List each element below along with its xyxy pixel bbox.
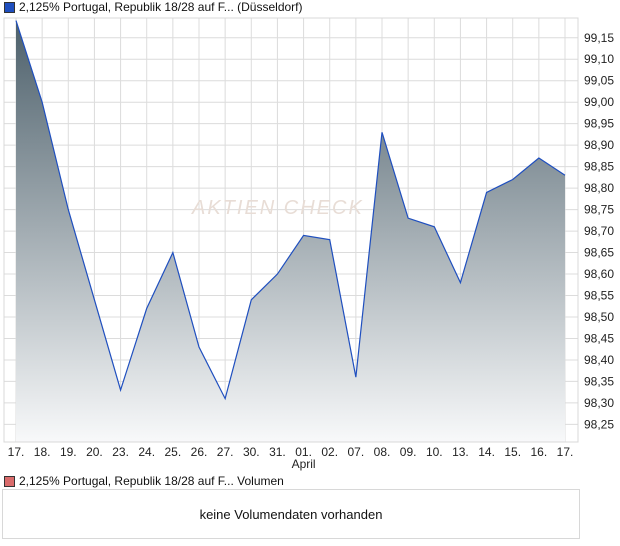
price-legend: 2,125% Portugal, Republik 18/28 auf F...… bbox=[4, 0, 303, 14]
y-tick-label: 98,95 bbox=[584, 117, 614, 131]
y-tick-label: 98,40 bbox=[584, 353, 614, 367]
x-tick-label: 15. bbox=[504, 445, 521, 459]
y-tick-label: 99,15 bbox=[584, 31, 614, 45]
price-legend-swatch bbox=[4, 1, 15, 13]
volume-empty-message: keine Volumendaten vorhanden bbox=[199, 506, 383, 522]
y-tick-label: 98,90 bbox=[584, 138, 614, 152]
price-chart: AKTIEN CHECK 99,15 99,10 99,05 99,00 98,95 98… bbox=[3, 17, 614, 471]
price-area bbox=[16, 20, 565, 442]
y-tick-label: 98,70 bbox=[584, 224, 614, 238]
y-tick-label: 98,65 bbox=[584, 246, 614, 260]
x-tick-label: 01. bbox=[295, 445, 312, 459]
y-tick-label: 99,00 bbox=[584, 95, 614, 109]
x-tick-label: 19. bbox=[60, 445, 77, 459]
price-line bbox=[15, 20, 566, 401]
y-tick-label: 98,75 bbox=[584, 203, 614, 217]
x-tick-label: 09. bbox=[400, 445, 417, 459]
plot-frame bbox=[3, 17, 579, 443]
y-tick-label: 98,50 bbox=[584, 310, 614, 324]
x-tick-label: 31. bbox=[269, 445, 286, 459]
y-tick-label: 98,60 bbox=[584, 267, 614, 281]
volume-legend-swatch bbox=[4, 475, 15, 487]
x-tick-label: 10. bbox=[426, 445, 443, 459]
x-tick-label: 20. bbox=[86, 445, 103, 459]
x-tick-label: 26. bbox=[191, 445, 208, 459]
y-tick-label: 98,35 bbox=[584, 374, 614, 388]
x-tick-label: 27. bbox=[217, 445, 234, 459]
volume-legend: 2,125% Portugal, Republik 18/28 auf F...… bbox=[4, 474, 284, 488]
x-tick-label: 02. bbox=[321, 445, 338, 459]
x-tick-label: 17. bbox=[557, 445, 574, 459]
y-tick-label: 99,10 bbox=[584, 52, 614, 66]
volume-chart: keine Volumendaten vorhanden bbox=[2, 489, 580, 539]
x-tick-label: 23. bbox=[112, 445, 129, 459]
y-tick-label: 98,80 bbox=[584, 181, 614, 195]
x-tick-label: 17. bbox=[8, 445, 25, 459]
x-tick-label: 30. bbox=[243, 445, 260, 459]
x-month-label: April bbox=[292, 457, 316, 471]
x-tick-label: 24. bbox=[138, 445, 155, 459]
y-tick-label: 98,25 bbox=[584, 417, 614, 431]
x-tick-label: 07. bbox=[348, 445, 365, 459]
x-tick-label: 13. bbox=[452, 445, 469, 459]
y-tick-label: 98,85 bbox=[584, 160, 614, 174]
x-tick-label: 08. bbox=[374, 445, 391, 459]
watermark: AKTIEN CHECK bbox=[191, 197, 364, 219]
y-tick-label: 99,05 bbox=[584, 74, 614, 88]
x-tick-label: 16. bbox=[531, 445, 548, 459]
x-tick-label: 18. bbox=[34, 445, 51, 459]
price-legend-label: 2,125% Portugal, Republik 18/28 auf F...… bbox=[19, 0, 303, 14]
y-tick-label: 98,30 bbox=[584, 396, 614, 410]
volume-legend-label: 2,125% Portugal, Republik 18/28 auf F...… bbox=[19, 474, 284, 488]
y-tick-label: 98,45 bbox=[584, 331, 614, 345]
x-tick-label: 25. bbox=[165, 445, 182, 459]
x-tick-label: 14. bbox=[478, 445, 495, 459]
y-tick-label: 98,55 bbox=[584, 289, 614, 303]
